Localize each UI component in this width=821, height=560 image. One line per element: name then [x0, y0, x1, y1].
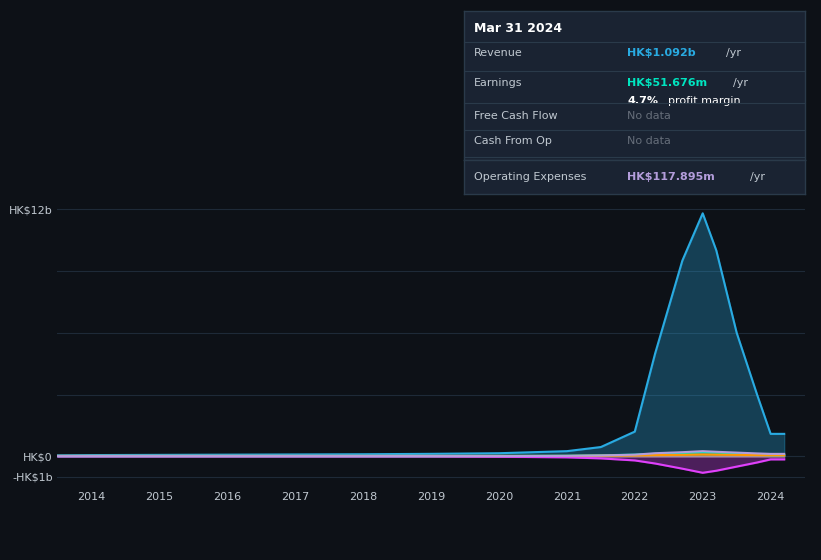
- Text: profit margin: profit margin: [668, 96, 741, 106]
- Text: Cash From Op: Cash From Op: [474, 136, 552, 146]
- Text: No data: No data: [627, 111, 672, 120]
- Text: /yr: /yr: [750, 172, 765, 182]
- Text: /yr: /yr: [727, 48, 741, 58]
- Text: HK$1.092b: HK$1.092b: [627, 48, 696, 58]
- Text: Revenue: Revenue: [474, 48, 523, 58]
- Text: HK$117.895m: HK$117.895m: [627, 172, 715, 182]
- Text: Mar 31 2024: Mar 31 2024: [474, 22, 562, 35]
- Text: Earnings: Earnings: [474, 78, 523, 88]
- Text: 4.7%: 4.7%: [627, 96, 658, 106]
- Text: No data: No data: [627, 136, 672, 146]
- Text: /yr: /yr: [733, 78, 748, 88]
- Text: HK$51.676m: HK$51.676m: [627, 78, 708, 88]
- Text: Free Cash Flow: Free Cash Flow: [474, 111, 557, 120]
- Text: Operating Expenses: Operating Expenses: [474, 172, 586, 182]
